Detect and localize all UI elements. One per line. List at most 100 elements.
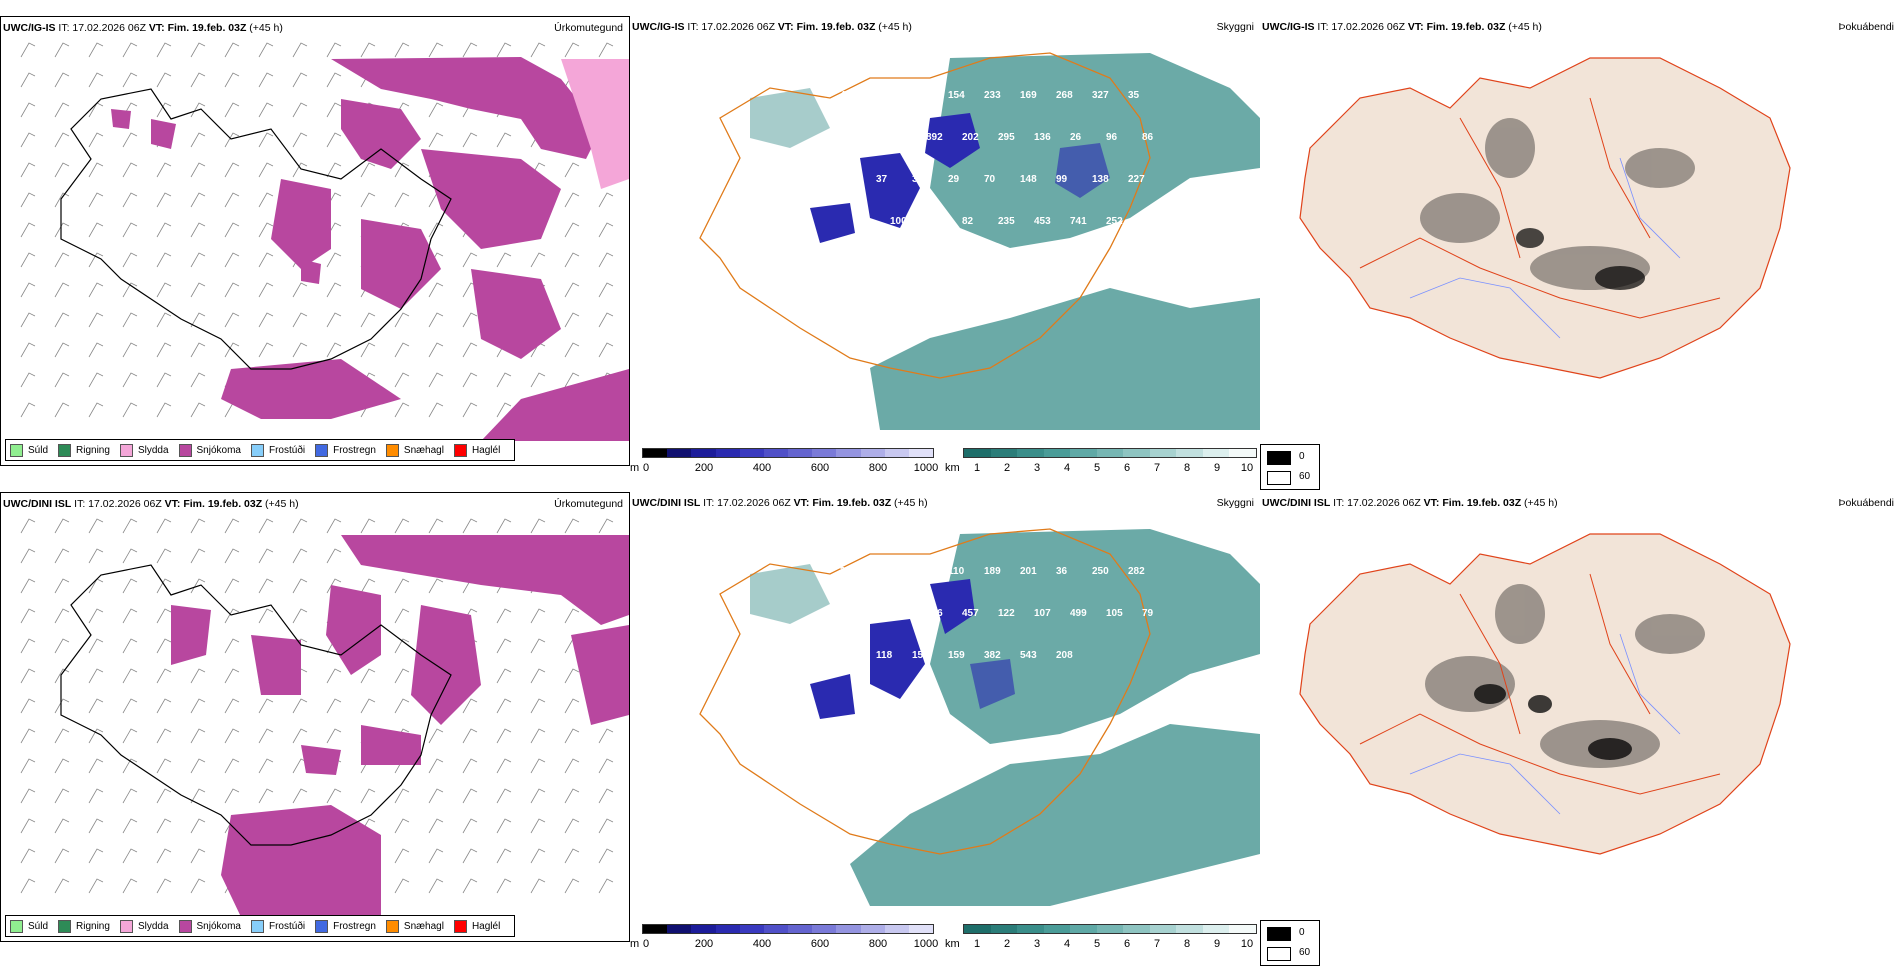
colorbar-swatch	[691, 925, 716, 933]
colorbar-tick: 2	[1003, 462, 1011, 474]
ceiling-value-label: 235	[998, 216, 1015, 227]
precip-type-panel-bottom: UWC/DINI ISL IT: 17.02.2026 06Z VT: Fim.…	[0, 492, 630, 942]
wind-barb	[496, 668, 512, 684]
panel-title: Úrkomutegund	[554, 22, 623, 34]
swatch	[10, 443, 23, 457]
wind-barb	[292, 72, 308, 88]
wind-barb	[564, 818, 580, 834]
wind-barb	[224, 728, 240, 744]
wind-barb	[496, 132, 512, 148]
wind-barb	[156, 638, 172, 654]
wind-barb	[20, 848, 36, 864]
wind-barb	[20, 728, 36, 744]
colorbar-swatch	[788, 449, 813, 457]
legend-item-frostregn: Frostregn	[315, 919, 376, 933]
wind-barb	[190, 818, 206, 834]
colorbar-tick: 7	[1153, 938, 1161, 950]
wind-barb	[54, 518, 70, 534]
wind-barb	[360, 312, 376, 328]
wind-barb	[156, 698, 172, 714]
wind-barb	[54, 818, 70, 834]
swatch	[315, 919, 329, 933]
legend-item-snaehagl: Snæhagl	[385, 919, 444, 933]
wind-barb	[122, 668, 138, 684]
wind-barb	[394, 518, 410, 534]
wind-barb	[190, 788, 206, 804]
wind-barb	[564, 42, 580, 58]
wind-barb	[496, 878, 512, 894]
ceiling-visibility-panel-top: UWC/IG-IS IT: 17.02.2026 06Z VT: Fim. 19…	[630, 16, 1260, 486]
wind-barb	[156, 102, 172, 118]
wind-barb	[122, 878, 138, 894]
wind-barb	[326, 342, 342, 358]
wind-barb	[54, 608, 70, 624]
wind-barb	[122, 608, 138, 624]
wind-barb	[54, 788, 70, 804]
ceiling-value-label: 79	[1142, 608, 1154, 619]
wind-barb	[88, 608, 104, 624]
visibility-colorbar: km 1 2 3 4 5 6 7 8 9 10	[945, 924, 1260, 958]
colorbar-tick: 6	[1123, 462, 1131, 474]
wind-barb	[496, 638, 512, 654]
legend-item-snjokoma: Snjókoma	[178, 919, 241, 933]
wind-barb	[190, 282, 206, 298]
wind-barb	[530, 638, 546, 654]
wind-barb	[258, 698, 274, 714]
wind-barb	[20, 578, 36, 594]
wind-barb	[292, 132, 308, 148]
panel-header: UWC/DINI ISL IT: 17.02.2026 06Z VT: Fim.…	[632, 497, 928, 509]
wind-barb	[428, 132, 444, 148]
wind-barb	[224, 638, 240, 654]
colorbar-tick: 4	[1063, 462, 1071, 474]
wind-barb	[258, 312, 274, 328]
colorbar-swatch	[1149, 925, 1177, 933]
ceiling-value-label: 327	[1092, 90, 1109, 101]
wind-barb	[190, 192, 206, 208]
wind-barb	[88, 548, 104, 564]
wind-barb	[530, 252, 546, 268]
colorbar-tick: 3	[1033, 462, 1041, 474]
colorbar-swatch	[1123, 449, 1150, 457]
panel-header: UWC/DINI ISL IT: 17.02.2026 06Z VT: Fim.…	[3, 498, 299, 510]
colorbar-swatch	[643, 449, 668, 457]
wind-barb	[224, 608, 240, 624]
legend-item-snaehagl: Snæhagl	[385, 443, 444, 457]
ceiling-value-label: 118	[876, 650, 893, 661]
wind-barb	[462, 728, 478, 744]
wind-barb	[54, 668, 70, 684]
wind-barb	[292, 42, 308, 58]
wind-barb	[564, 312, 580, 328]
cloud-map: 336 317 170 110 189 201 36 250 282 151 141 126 457 12…	[699, 528, 1260, 906]
wind-barb	[122, 312, 138, 328]
wind-barb	[428, 758, 444, 774]
legend-swatch-light	[1267, 947, 1291, 961]
ceiling-value-label: 122	[998, 608, 1015, 619]
wind-barb	[88, 342, 104, 358]
wind-barb	[156, 848, 172, 864]
wind-barb	[326, 548, 342, 564]
wind-barb	[224, 72, 240, 88]
wind-barb	[122, 72, 138, 88]
colorbar-unit: m	[630, 462, 640, 474]
wind-barb	[156, 252, 172, 268]
wind-barb	[88, 372, 104, 388]
wind-barb	[598, 728, 614, 744]
legend-item-slydda: Slydda	[119, 443, 169, 457]
wind-barb	[292, 342, 308, 358]
wind-barb	[54, 42, 70, 58]
colorbar-swatch	[860, 925, 885, 933]
iceland-outline	[60, 88, 452, 370]
colorbar-tick: 2	[1003, 938, 1011, 950]
wind-barb	[326, 252, 342, 268]
panel-title: Skyggni	[1216, 21, 1254, 33]
wind-barb	[190, 848, 206, 864]
fog-map	[1299, 57, 1791, 379]
colorbar-swatch	[763, 449, 789, 457]
wind-barb	[88, 818, 104, 834]
wind-barb	[190, 102, 206, 118]
swatch	[250, 443, 264, 457]
wind-barb	[122, 728, 138, 744]
wind-barb	[598, 192, 614, 208]
wind-barb	[258, 728, 274, 744]
colorbar-swatch	[1017, 925, 1044, 933]
